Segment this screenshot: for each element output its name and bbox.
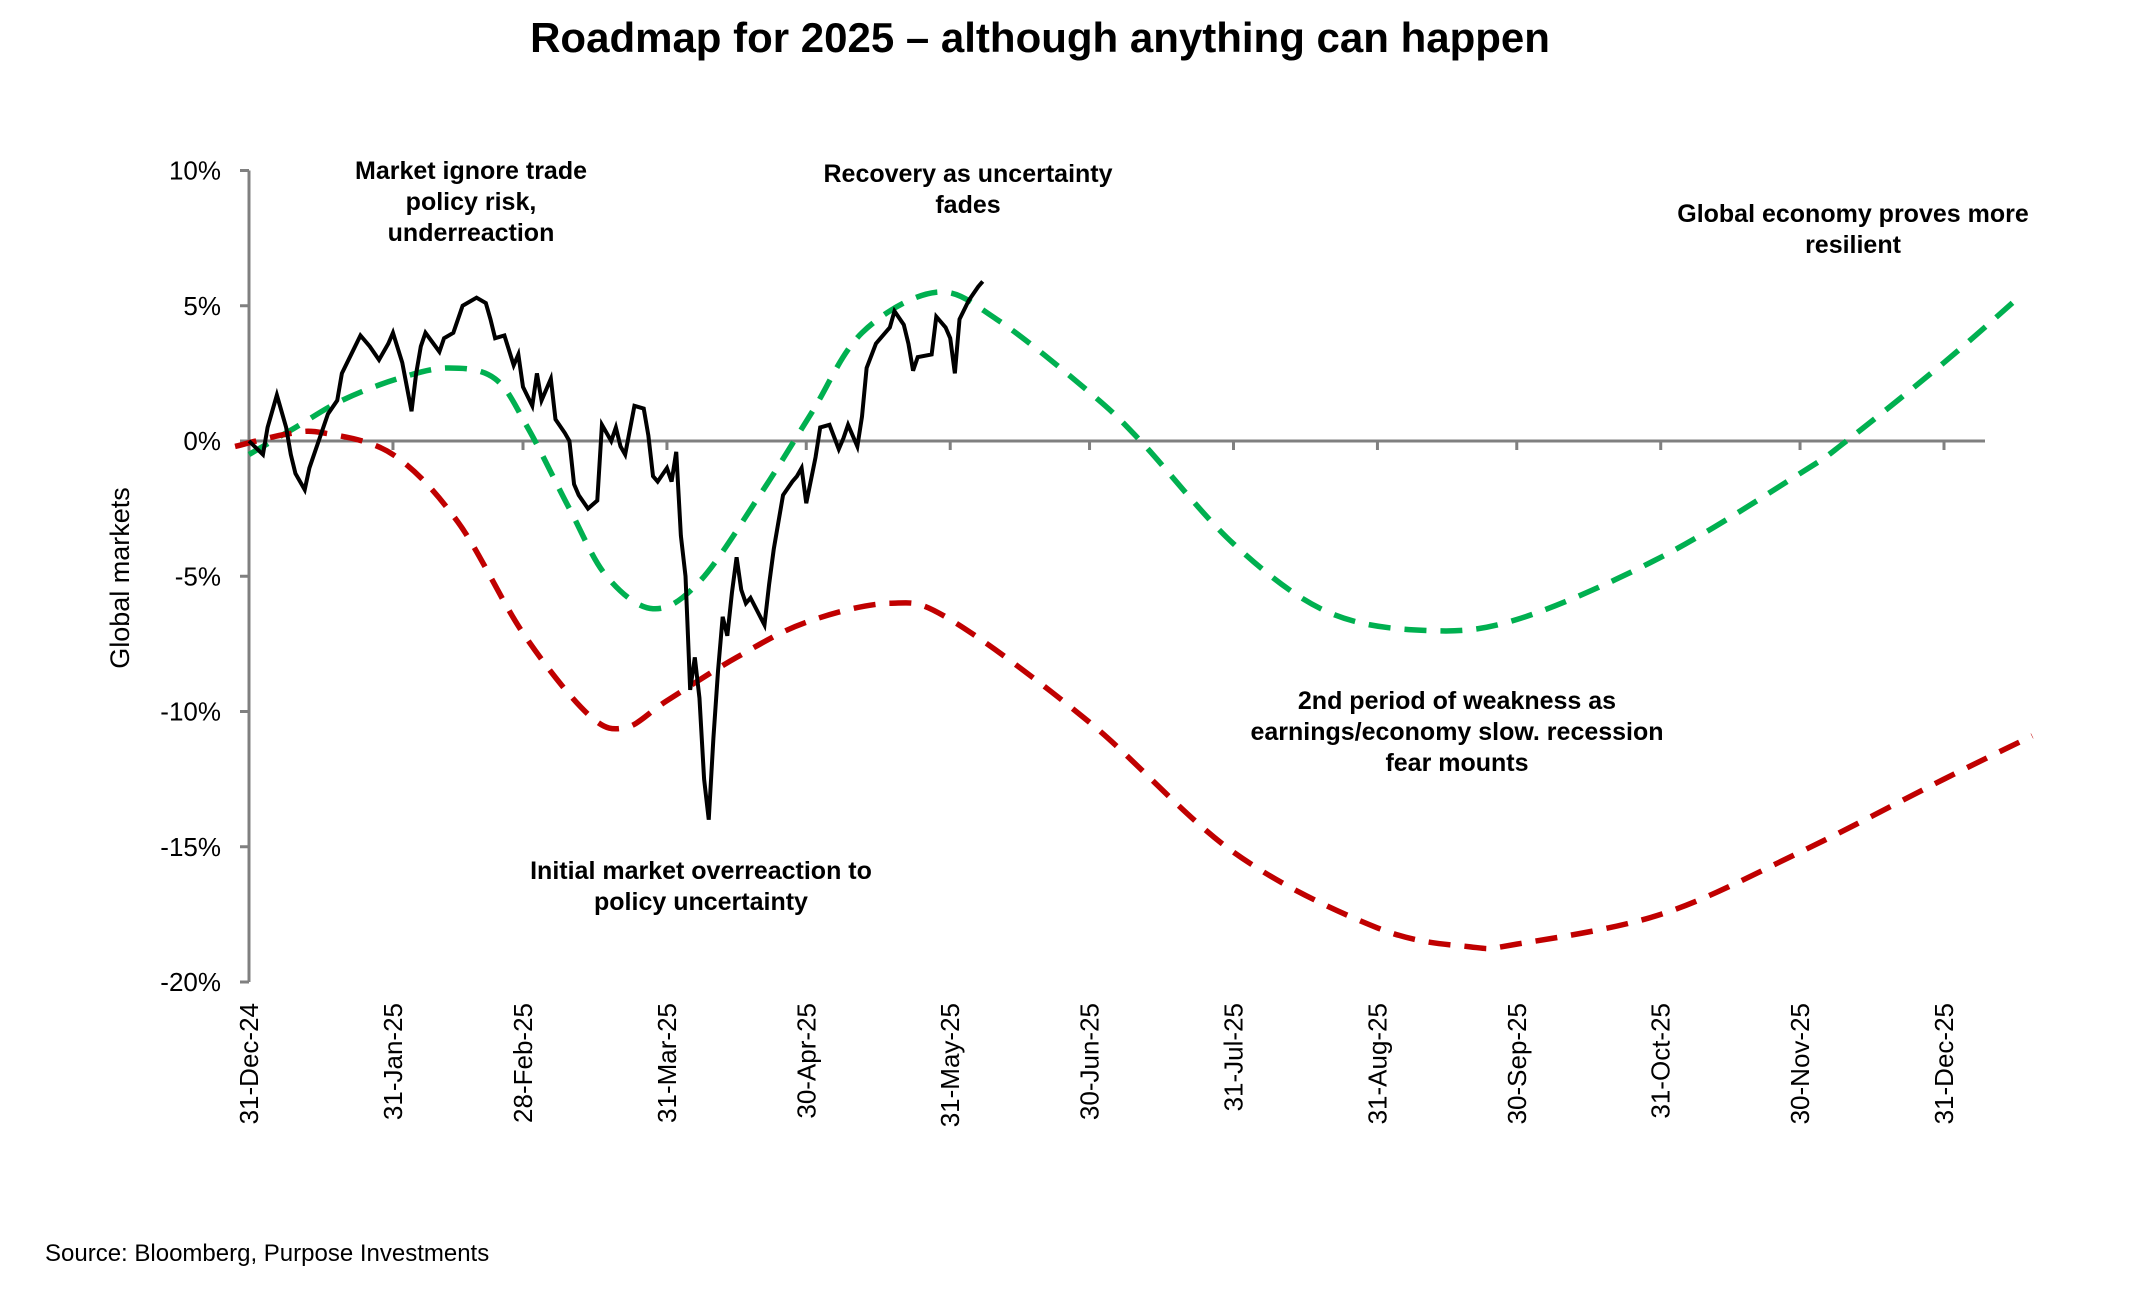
x-tick-label: 30-Nov-25 (1785, 1003, 1815, 1124)
x-tick-label: 31-Jul-25 (1218, 1003, 1248, 1111)
bull-scenario-line (247, 289, 2021, 634)
y-tick-label: -20% (160, 967, 221, 997)
x-tick-label: 31-Dec-25 (1929, 1003, 1959, 1124)
y-tick-label: 5% (183, 291, 221, 321)
annotation-line: policy uncertainty (594, 888, 808, 916)
source-note: Source: Bloomberg, Purpose Investments (45, 1240, 490, 1267)
x-tick-label: 31-May-25 (935, 1003, 965, 1127)
annotation-line: Initial market overreaction to (530, 857, 872, 885)
x-tick-label: 30-Apr-25 (791, 1003, 821, 1119)
y-tick-label: -15% (160, 832, 221, 862)
x-tick-label: 31-Aug-25 (1362, 1003, 1392, 1124)
x-tick-label: 31-Oct-25 (1646, 1003, 1676, 1119)
annotation-line: fear mounts (1385, 749, 1529, 777)
annotation-line: Global economy proves more (1677, 200, 2029, 228)
x-tick-label: 31-Mar-25 (652, 1003, 682, 1123)
annotation-line: earnings/economy slow. recession (1250, 718, 1664, 746)
y-tick-labels: 10% 5% 0% -5% -10% -15% -20% (160, 156, 221, 998)
x-tick-label: 31-Jan-25 (378, 1003, 408, 1120)
chart-title: Roadmap for 2025 – although anything can… (530, 14, 1550, 61)
series-lines (234, 280, 2034, 952)
x-tick-label: 30-Sep-25 (1502, 1003, 1532, 1124)
annotation-line: policy risk, (405, 188, 537, 216)
x-tick-labels: 31-Dec-24 31-Jan-25 28-Feb-25 31-Mar-25 30-A… (234, 1003, 1959, 1127)
x-tick-label: 30-Jun-25 (1075, 1003, 1105, 1120)
annotation-second-weakness: 2nd period of weakness as earnings/econo… (1250, 686, 1663, 779)
actual-market-line (247, 280, 985, 820)
annotation-line: underreaction (387, 219, 555, 247)
annotation-recovery: Recovery as uncertainty fades (823, 159, 1112, 221)
y-tick-label: -10% (160, 697, 221, 727)
axes (240, 169, 1985, 984)
y-axis-label: Global markets (105, 487, 135, 669)
annotation-line: Recovery as uncertainty (823, 160, 1113, 188)
x-tick-label: 31-Dec-24 (234, 1003, 264, 1124)
annotation-resilient: Global economy proves more resilient (1677, 199, 2029, 261)
y-tick-label: 0% (183, 426, 221, 456)
y-tick-label: -5% (175, 561, 221, 591)
y-tick-label: 10% (169, 156, 221, 186)
annotation-line: 2nd period of weakness as (1297, 687, 1617, 715)
annotation-line: Market ignore trade (354, 157, 588, 185)
annotation-overreaction: Initial market overreaction to policy un… (530, 856, 872, 918)
annotation-line: fades (935, 191, 1001, 219)
annotation-line: resilient (1805, 231, 1901, 259)
bear-scenario-line (234, 428, 2034, 952)
x-tick-label: 28-Feb-25 (508, 1003, 538, 1123)
annotation-underreaction: Market ignore trade policy risk, underre… (355, 156, 587, 249)
